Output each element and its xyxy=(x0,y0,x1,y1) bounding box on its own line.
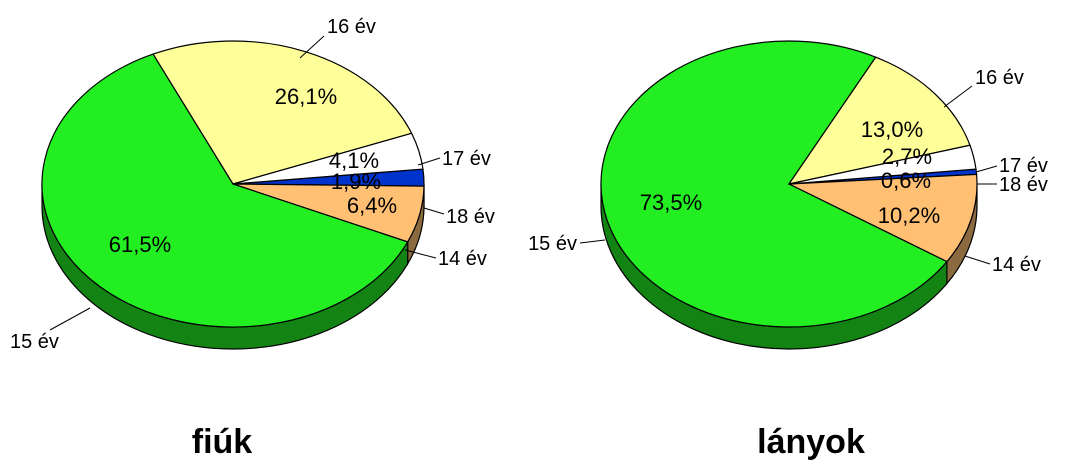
slice-percent-label: 4,1% xyxy=(329,148,379,173)
slice-percent-label: 13,0% xyxy=(861,117,923,142)
pie-slice-17-év xyxy=(232,132,424,185)
pie-chart-fiuk: 14 év 6,4% 15 év 61,5% 16 év 26,1% 17 év 4,1% 18… xyxy=(10,16,495,461)
slice-percent-label: 2,7% xyxy=(882,144,932,169)
pie-slice-15-év xyxy=(600,40,948,328)
slice-category-label: 18 év xyxy=(446,206,495,228)
pie-slice-14-év xyxy=(786,173,978,263)
pie-chart-lanyok: 14 év 10,2% 15 év 73,5% 16 év 13,0% 17 év 2,7% 1… xyxy=(528,40,1048,461)
slice-category-label: 14 év xyxy=(992,254,1041,276)
pie-slice-16-év xyxy=(787,56,971,185)
slice-category-label: 16 év xyxy=(975,67,1024,89)
leader-line xyxy=(404,249,437,259)
leader-line xyxy=(299,35,325,59)
slice-category-label: 17 év xyxy=(999,155,1048,177)
slice-percent-label: 6,4% xyxy=(347,193,397,218)
leader-line xyxy=(975,165,998,173)
chart-title: lányok xyxy=(757,423,865,461)
leader-line xyxy=(423,207,445,215)
slice-percent-label: 61,5% xyxy=(109,232,171,257)
slice-percent-label: 0,6% xyxy=(881,168,931,193)
pie-slice-17-év xyxy=(788,144,977,185)
slice-category-label: 15 év xyxy=(528,233,577,255)
leader-line xyxy=(417,157,441,166)
slice-category-label: 18 év xyxy=(999,174,1048,196)
slice-category-label: 15 év xyxy=(10,331,59,353)
slice-category-label: 16 év xyxy=(327,16,376,38)
pie-slice-16-év xyxy=(152,40,413,185)
leader-line xyxy=(943,85,973,108)
chart-title: fiúk xyxy=(192,423,253,461)
slice-percent-label: 73,5% xyxy=(640,190,702,215)
slice-percent-label: 10,2% xyxy=(878,203,940,228)
leader-line xyxy=(579,239,606,244)
slice-percent-label: 26,1% xyxy=(275,84,337,109)
slice-percent-label: 1,9% xyxy=(331,169,381,194)
leader-line xyxy=(964,255,991,265)
slice-category-label: 14 év xyxy=(438,248,487,270)
pie-slice-15-év xyxy=(41,53,409,328)
leader-line xyxy=(49,307,91,331)
slice-category-label: 17 év xyxy=(442,148,491,170)
